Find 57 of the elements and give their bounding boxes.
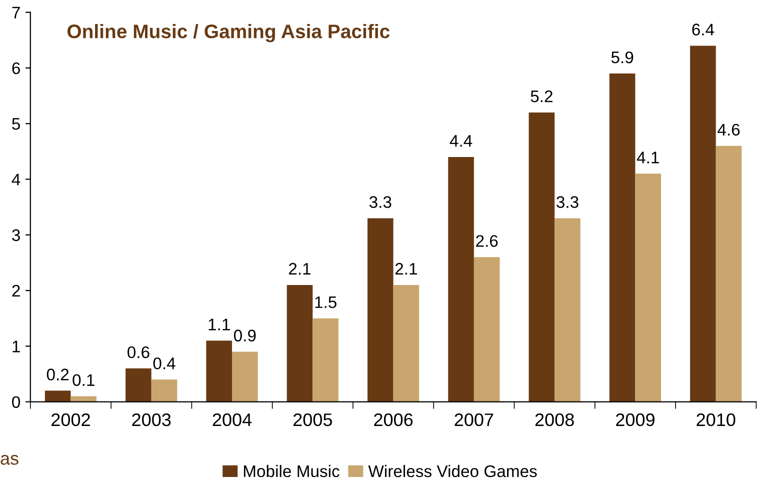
data-label: 4.6 <box>718 124 740 136</box>
data-label: 4.4 <box>450 135 472 147</box>
x-tick-label: 2010 <box>696 413 736 426</box>
text: as <box>0 454 18 465</box>
x-tick-label: 2008 <box>535 413 574 426</box>
bar <box>367 218 394 402</box>
bar <box>44 390 71 402</box>
y-tick-label: 0 <box>12 396 20 408</box>
data-label: 0.6 <box>128 346 150 358</box>
y-tick-label: 1 <box>12 340 20 352</box>
bar <box>312 318 338 402</box>
data-label: 5.9 <box>611 51 634 64</box>
legend-label: Wireless Video Games <box>368 464 537 478</box>
bar <box>393 284 420 402</box>
x-tick-label: 2009 <box>616 413 654 426</box>
y-tick-label: 6 <box>12 62 20 74</box>
data-label: 5.2 <box>530 90 552 102</box>
data-label: 2.6 <box>476 235 498 247</box>
bar <box>286 284 313 402</box>
data-label: 0.9 <box>234 330 256 342</box>
bar <box>554 218 580 402</box>
bar <box>528 112 555 402</box>
bar <box>716 146 742 402</box>
data-label: 2.1 <box>395 262 417 275</box>
bar <box>474 257 500 402</box>
y-tick-label: 2 <box>12 284 20 297</box>
bar <box>448 156 474 402</box>
bar <box>232 352 258 402</box>
data-label: 0.2 <box>46 368 69 380</box>
bar <box>206 340 232 402</box>
data-label: 0.4 <box>153 358 176 370</box>
x-tick-label: 2002 <box>52 413 90 426</box>
bar <box>151 380 178 402</box>
y-tick-label: 5 <box>12 118 20 130</box>
bar <box>690 46 716 402</box>
y-tick-label: 4 <box>12 174 20 186</box>
data-label: 3.3 <box>556 196 578 208</box>
legend-label: Mobile Music <box>244 464 340 478</box>
data-label: 3.3 <box>369 196 392 208</box>
x-tick-label: 2003 <box>132 413 171 426</box>
bar <box>635 174 662 402</box>
bar <box>126 368 152 402</box>
bar <box>609 74 636 402</box>
data-label: 0.1 <box>72 374 94 386</box>
data-label: 1.5 <box>315 296 336 308</box>
data-label: 2.1 <box>289 262 311 275</box>
y-tick-label: 3 <box>12 229 20 242</box>
x-tick-label: 2006 <box>374 413 413 426</box>
x-tick-label: 2007 <box>454 413 494 426</box>
data-label: 1.1 <box>208 318 230 330</box>
data-label: 4.1 <box>636 152 659 164</box>
x-tick-label: 2004 <box>212 413 252 426</box>
x-tick-label: 2005 <box>293 413 332 426</box>
text: Online Music / Gaming Asia Pacific <box>67 24 390 42</box>
data-label: 6.4 <box>692 24 714 36</box>
bar <box>70 396 97 402</box>
y-tick-label: 7 <box>12 6 20 18</box>
